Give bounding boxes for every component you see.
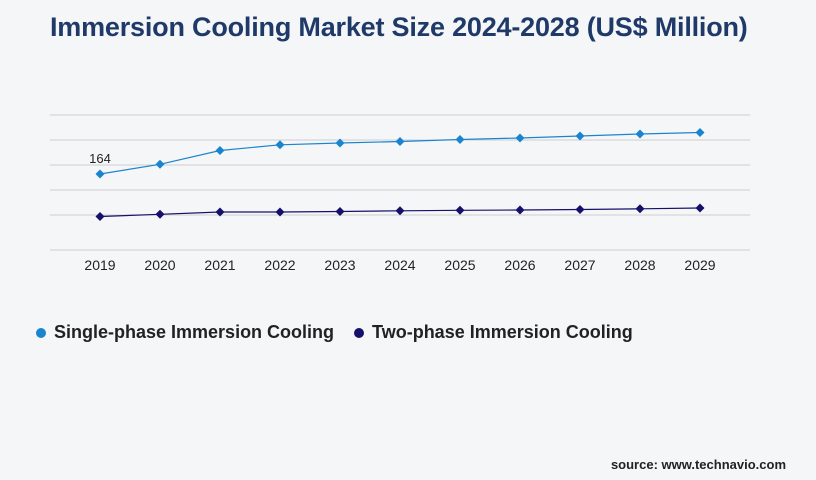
data-point [455, 205, 465, 215]
legend-item-single-phase[interactable]: Single-phase Immersion Cooling [36, 322, 334, 343]
x-tick-label: 2025 [444, 257, 475, 273]
x-tick-label: 2026 [504, 257, 535, 273]
legend-label-single-phase: Single-phase Immersion Cooling [54, 322, 335, 342]
data-point [275, 140, 285, 150]
legend: Single-phase Immersion Cooling Two-phase… [36, 322, 633, 343]
data-label: 164 [89, 151, 111, 166]
x-tick-label: 2024 [384, 257, 415, 273]
source-credit: source: www.technavio.com [610, 457, 786, 472]
x-tick-label: 2023 [324, 257, 355, 273]
data-point [335, 207, 345, 216]
legend-label-two-phase: Two-phase Immersion Cooling [372, 322, 633, 342]
data-point [695, 203, 705, 213]
data-point [215, 146, 225, 155]
x-tick-label: 2028 [624, 257, 655, 273]
data-point [95, 169, 105, 179]
x-tick-label: 2021 [204, 257, 235, 273]
data-point [515, 205, 525, 215]
data-point [575, 131, 585, 141]
x-tick-label: 2027 [564, 257, 595, 273]
data-point [635, 204, 645, 214]
data-point [635, 129, 645, 139]
data-point [455, 135, 465, 144]
data-point [215, 207, 225, 217]
x-tick-label: 2022 [264, 257, 295, 273]
x-tick-label: 2020 [144, 257, 175, 273]
data-point [275, 207, 285, 217]
data-point [695, 128, 705, 137]
data-point [395, 137, 405, 146]
legend-marker-single-phase [36, 327, 46, 338]
x-tick-label: 2029 [684, 257, 715, 273]
data-point [515, 133, 525, 143]
legend-item-two-phase[interactable]: Two-phase Immersion Cooling [354, 322, 633, 343]
data-point [575, 205, 585, 214]
data-point [95, 212, 105, 221]
data-point [335, 138, 345, 148]
chart-title: Immersion Cooling Market Size 2024-2028 … [50, 12, 748, 42]
x-tick-label: 2019 [84, 257, 115, 273]
data-point [155, 159, 165, 169]
line-chart: 2019 2020 2021 2022 2023 2024 2025 2026 2027 2028… [50, 114, 750, 273]
legend-marker-two-phase [354, 327, 365, 338]
data-point [395, 206, 405, 216]
data-point [155, 209, 165, 219]
